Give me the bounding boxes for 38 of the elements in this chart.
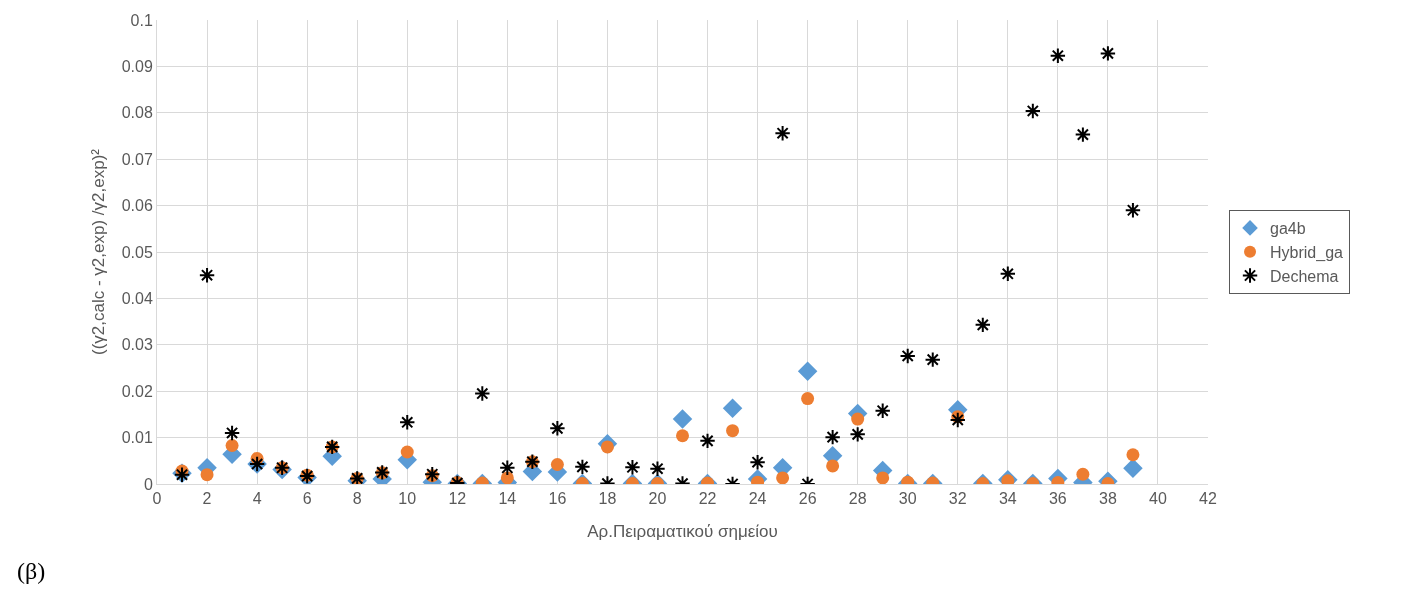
y-tick-label: 0.04 [121, 290, 153, 307]
x-tick-label: 10 [398, 490, 417, 508]
y-tick-label: 0 [143, 475, 153, 493]
x-tick-label: 2 [202, 490, 212, 508]
x-axis-title: Αρ.Πειραματικού σημείου [587, 521, 778, 541]
y-tick-label: 0.06 [121, 197, 153, 215]
legend-label: Hybrid_ga [1270, 243, 1344, 262]
y-tick-label: 0.03 [121, 336, 153, 354]
x-tick-label: 20 [648, 490, 667, 508]
x-tick-label: 40 [1149, 490, 1167, 508]
legend-label: Dechema [1270, 267, 1339, 285]
x-tick-label: 16 [548, 490, 567, 508]
y-tick-label: 0.01 [121, 429, 153, 447]
x-tick-label: 4 [252, 490, 262, 508]
x-tick-label: 24 [748, 490, 767, 508]
x-tick-label: 34 [998, 490, 1017, 508]
y-tick-label: 0.02 [121, 382, 153, 400]
x-tick-label: 14 [498, 490, 517, 508]
x-tick-label: 36 [1048, 490, 1067, 508]
x-tick-label: 12 [448, 490, 467, 508]
y-tick-label: 0.09 [121, 58, 153, 75]
legend-label: ga4b [1270, 220, 1306, 238]
y-axis-title: ((γ2,calc - γ2,exp) /γ2,exp)² [89, 148, 109, 355]
x-tick-label: 38 [1099, 490, 1117, 508]
x-tick-label: 26 [798, 490, 817, 508]
y-tick-label: 0.08 [121, 104, 153, 122]
x-tick-label: 6 [302, 490, 312, 508]
y-tick-label: 0.07 [121, 150, 153, 168]
x-tick-label: 22 [698, 490, 717, 508]
x-tick-label: 30 [898, 490, 917, 508]
x-tick-label: 28 [848, 490, 867, 508]
x-tick-label: 32 [948, 490, 967, 508]
x-tick-label: 18 [598, 490, 617, 508]
x-tick-label: 42 [1199, 490, 1217, 508]
text: (β) [17, 558, 46, 584]
y-tick-label: 0.05 [121, 243, 153, 261]
y-tick-label: 0.1 [130, 11, 153, 29]
x-tick-label: 8 [352, 490, 362, 508]
